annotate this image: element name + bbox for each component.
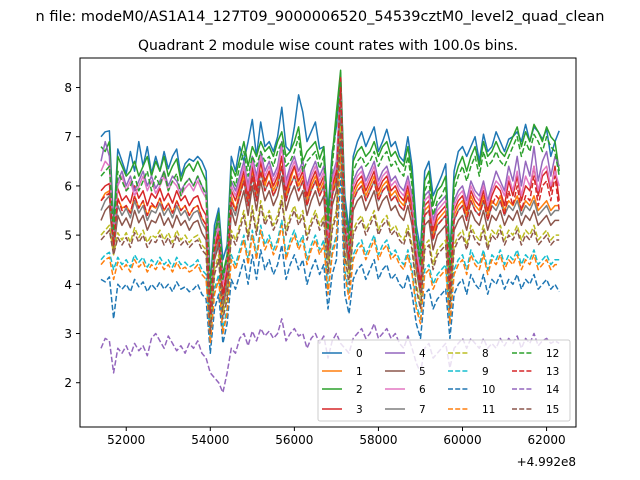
series-line-12 — [100, 81, 560, 295]
x-tick-label: 60000 — [443, 433, 481, 447]
axes-frame — [79, 57, 577, 428]
chart-title: Quadrant 2 module wise count rates with … — [138, 38, 518, 54]
legend-label-6: 6 — [419, 384, 426, 396]
legend-label-10: 10 — [482, 384, 495, 396]
y-tick-label: 3 — [64, 327, 72, 341]
x-tick-label: 54000 — [191, 433, 229, 447]
x-tick-label: 58000 — [359, 433, 397, 447]
series-line-10 — [100, 170, 560, 354]
legend-label-15: 15 — [546, 404, 559, 416]
y-tick-label: 6 — [64, 179, 72, 193]
legend-label-5: 5 — [419, 366, 426, 378]
y-tick-label: 4 — [64, 278, 72, 292]
legend-label-1: 1 — [356, 366, 363, 378]
y-tick-label: 7 — [64, 130, 72, 144]
y-tick-label: 5 — [64, 229, 72, 243]
legend-label-11: 11 — [482, 404, 495, 416]
y-axis-ticks: 2 3 4 5 6 7 8 — [64, 81, 80, 390]
x-tick-label: 52000 — [107, 433, 145, 447]
x-axis-ticks: 52000 54000 56000 58000 60000 62000 — [107, 427, 566, 447]
series-line-13 — [100, 86, 560, 315]
legend-label-9: 9 — [482, 366, 489, 378]
legend-label-4: 4 — [419, 348, 426, 360]
figure-suptitle: n file: modeM0/AS1A14_127T09_9000006520_… — [36, 9, 605, 25]
legend-label-12: 12 — [546, 348, 559, 360]
legend-label-0: 0 — [356, 348, 363, 360]
legend-label-3: 3 — [356, 404, 363, 416]
y-tick-label: 2 — [64, 376, 72, 390]
y-tick-label: 8 — [64, 81, 72, 95]
series-line-15 — [100, 131, 560, 335]
legend-box — [317, 339, 571, 422]
legend-label-14: 14 — [546, 384, 560, 396]
x-tick-label: 56000 — [275, 433, 313, 447]
x-tick-label: 62000 — [527, 433, 565, 447]
legend-label-2: 2 — [356, 384, 363, 396]
legend-label-8: 8 — [482, 348, 489, 360]
legend-label-7: 7 — [419, 404, 426, 416]
series-line-6 — [100, 91, 560, 305]
x-axis-offset-label: +4.992e8 — [517, 455, 576, 469]
legend-label-13: 13 — [546, 366, 559, 378]
